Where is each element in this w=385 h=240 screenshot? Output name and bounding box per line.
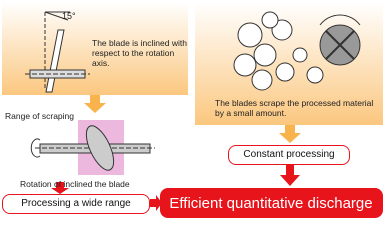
step-box: Processing a wide range bbox=[2, 194, 150, 214]
graphics: Efficient quantitative discharge 15° bbox=[2, 2, 383, 218]
particle-illustration bbox=[233, 11, 361, 91]
blade-illustration bbox=[30, 120, 155, 175]
annotation: Rotation of inclined the blade bbox=[20, 179, 130, 189]
diagram: Efficient quantitative discharge 15° The… bbox=[2, 2, 383, 218]
arrow bbox=[280, 165, 300, 186]
result-text: Efficient quantitative discharge bbox=[169, 195, 372, 212]
panel-text: The blades scrape the processed material… bbox=[215, 98, 374, 118]
arrow bbox=[150, 195, 162, 211]
arrow bbox=[84, 95, 106, 113]
angle-label: 15° bbox=[62, 11, 76, 21]
panel-text: The blade is inclined with respect to th… bbox=[92, 38, 187, 68]
blade-sketch bbox=[25, 11, 90, 93]
annotation: Range of scraping bbox=[5, 111, 74, 121]
result-box bbox=[160, 188, 383, 218]
step-box: Constant processing bbox=[228, 145, 350, 165]
arrow bbox=[51, 182, 69, 194]
arrow bbox=[279, 125, 301, 143]
panel-left bbox=[2, 2, 188, 95]
